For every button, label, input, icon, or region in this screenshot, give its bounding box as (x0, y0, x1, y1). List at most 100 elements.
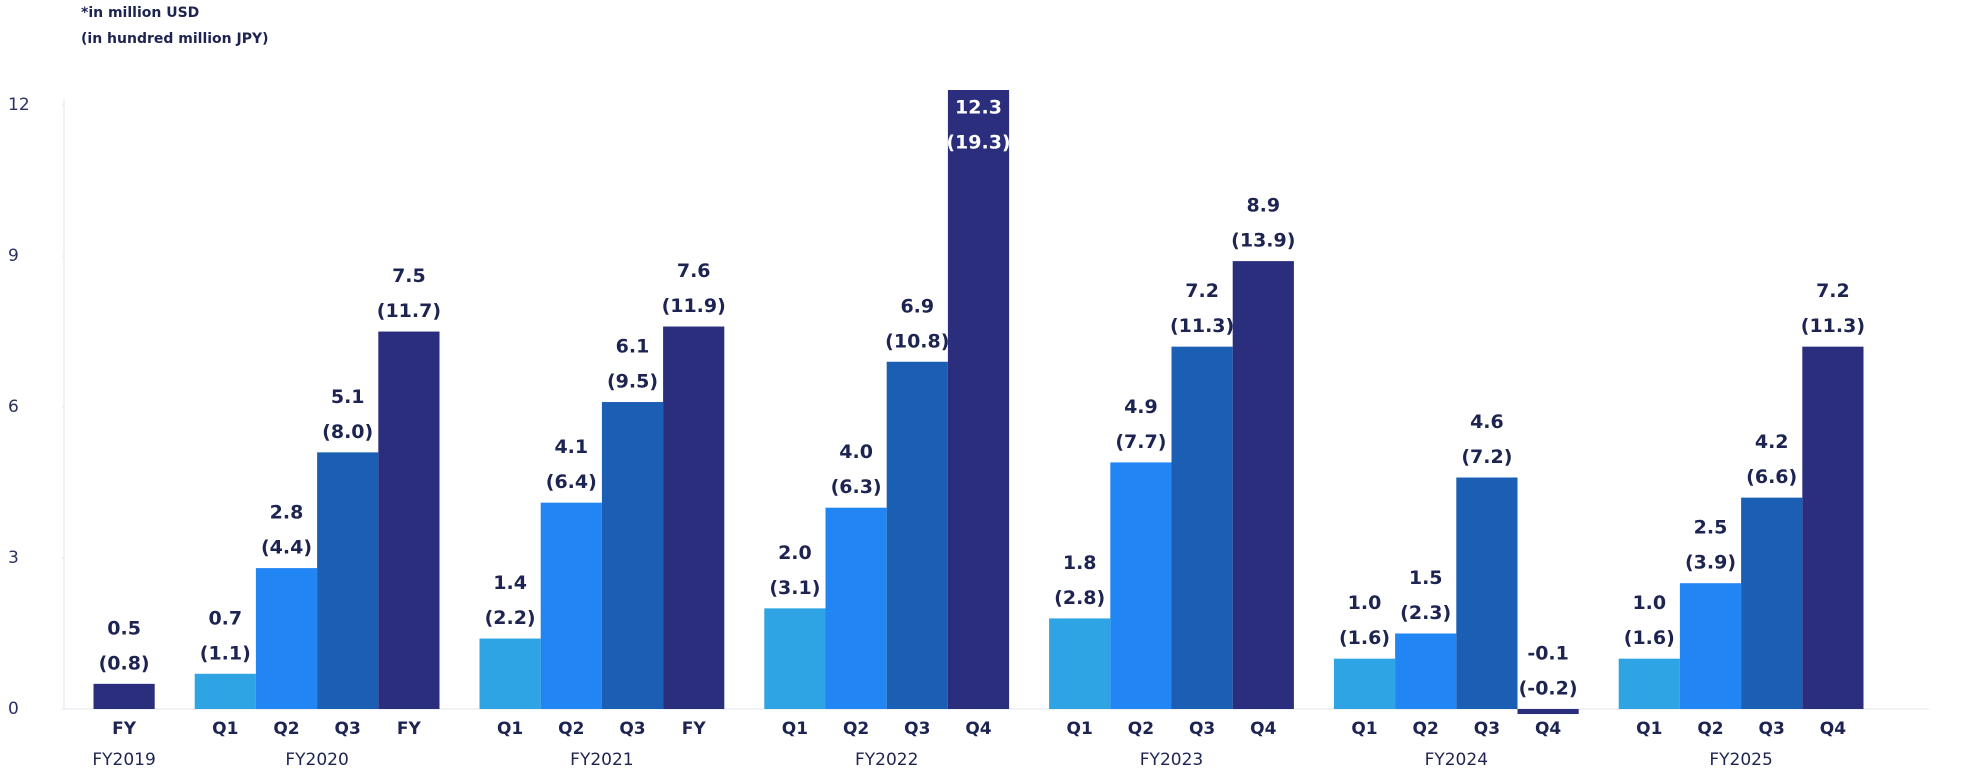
bar (255, 568, 318, 709)
value-label: 1.5 (1409, 567, 1443, 589)
bar (1049, 618, 1111, 709)
value-label: 1.8 (1063, 552, 1097, 574)
group-label: FY2022 (855, 750, 918, 770)
group-label: FY2024 (1425, 750, 1488, 770)
bar (1333, 658, 1396, 709)
bar (1802, 346, 1864, 709)
bar (663, 326, 725, 709)
jpy-label: (10.8) (885, 330, 949, 352)
x-tick-label: Q1 (212, 719, 238, 739)
value-label: -0.1 (1527, 643, 1569, 665)
x-tick-label: Q1 (1351, 719, 1377, 739)
bar (93, 683, 155, 709)
value-label: 2.5 (1694, 517, 1728, 539)
value-label: 1.4 (493, 572, 527, 594)
bar (1232, 261, 1294, 709)
bar (1395, 633, 1457, 709)
bar (1741, 497, 1803, 709)
bar (886, 361, 948, 709)
x-tick-label: Q2 (1413, 719, 1439, 739)
value-label: 4.0 (839, 441, 873, 463)
bar (1618, 658, 1680, 709)
unit-note: (in hundred million JPY) (81, 31, 269, 47)
value-label: 0.7 (208, 607, 242, 629)
jpy-label: (8.0) (322, 421, 373, 443)
jpy-label: (11.3) (1801, 315, 1865, 337)
bar (764, 608, 826, 709)
x-tick-label: FY (112, 719, 137, 739)
jpy-label: (7.2) (1461, 446, 1512, 468)
x-tick-label: Q2 (273, 719, 299, 739)
value-label: 1.0 (1632, 592, 1666, 614)
jpy-label: (4.4) (261, 537, 312, 559)
x-tick-label: Q1 (782, 719, 808, 739)
jpy-label: (11.9) (662, 295, 726, 317)
jpy-label: (11.7) (377, 300, 441, 322)
x-tick-label: Q2 (558, 719, 584, 739)
bar (479, 638, 541, 709)
value-label: 7.2 (1816, 280, 1850, 302)
value-label: 1.0 (1348, 592, 1382, 614)
x-tick-label: Q2 (1697, 719, 1723, 739)
x-tick-label: Q3 (619, 719, 645, 739)
value-label: 6.1 (616, 336, 650, 358)
x-tick-label: Q4 (1535, 719, 1561, 739)
bar (1110, 462, 1172, 709)
value-label: 7.5 (392, 265, 426, 287)
jpy-label: (1.1) (200, 642, 251, 664)
jpy-label: (6.6) (1746, 466, 1797, 488)
jpy-label: (2.8) (1054, 587, 1105, 609)
x-tick-label: Q1 (1067, 719, 1093, 739)
jpy-label: (1.6) (1339, 627, 1390, 649)
value-label: 12.3 (955, 97, 1002, 119)
value-label: 4.9 (1124, 396, 1158, 418)
value-label: 0.5 (107, 617, 141, 639)
group-label: FY2025 (1709, 750, 1772, 770)
bar (317, 452, 379, 709)
value-label: 5.1 (331, 386, 365, 408)
x-tick-label: Q1 (497, 719, 523, 739)
x-tick-label: Q3 (1189, 719, 1215, 739)
group-label: FY2023 (1140, 750, 1203, 770)
x-tick-label: FY (682, 719, 707, 739)
jpy-label: (0.8) (99, 652, 150, 674)
value-label: 4.6 (1470, 411, 1504, 433)
jpy-label: (2.3) (1400, 602, 1451, 624)
y-tick-label: 3 (8, 548, 19, 568)
value-label: 4.2 (1755, 431, 1789, 453)
x-tick-label: Q3 (1474, 719, 1500, 739)
bar (825, 507, 887, 709)
group-label: FY2020 (285, 750, 348, 770)
y-tick-label: 0 (8, 699, 19, 719)
value-label: 8.9 (1246, 195, 1280, 217)
x-tick-label: Q1 (1636, 719, 1662, 739)
group-label: FY2021 (570, 750, 633, 770)
jpy-label: (7.7) (1115, 431, 1166, 453)
x-tick-label: Q3 (1759, 719, 1785, 739)
unit-note: *in million USD (81, 5, 199, 21)
bar (1517, 709, 1579, 715)
value-label: 4.1 (554, 436, 588, 458)
value-label: 2.8 (270, 502, 304, 524)
jpy-label: (9.5) (607, 371, 658, 393)
y-tick-label: 12 (8, 95, 30, 115)
bar (1679, 583, 1742, 709)
jpy-label: (13.9) (1231, 230, 1295, 252)
bar (194, 673, 256, 709)
x-tick-label: Q4 (1820, 719, 1846, 739)
jpy-label: (2.2) (485, 607, 536, 629)
jpy-label: (19.3) (946, 132, 1010, 154)
value-label: 6.9 (900, 295, 934, 317)
bar (540, 502, 602, 709)
jpy-label: (11.3) (1170, 315, 1234, 337)
x-tick-label: Q3 (335, 719, 361, 739)
x-tick-label: Q2 (843, 719, 869, 739)
value-label: 7.2 (1185, 280, 1219, 302)
bar (947, 90, 1010, 709)
group-label: FY2019 (92, 750, 155, 770)
bar (601, 402, 664, 709)
bar (378, 331, 440, 709)
x-tick-label: Q2 (1128, 719, 1154, 739)
value-label: 2.0 (778, 542, 812, 564)
